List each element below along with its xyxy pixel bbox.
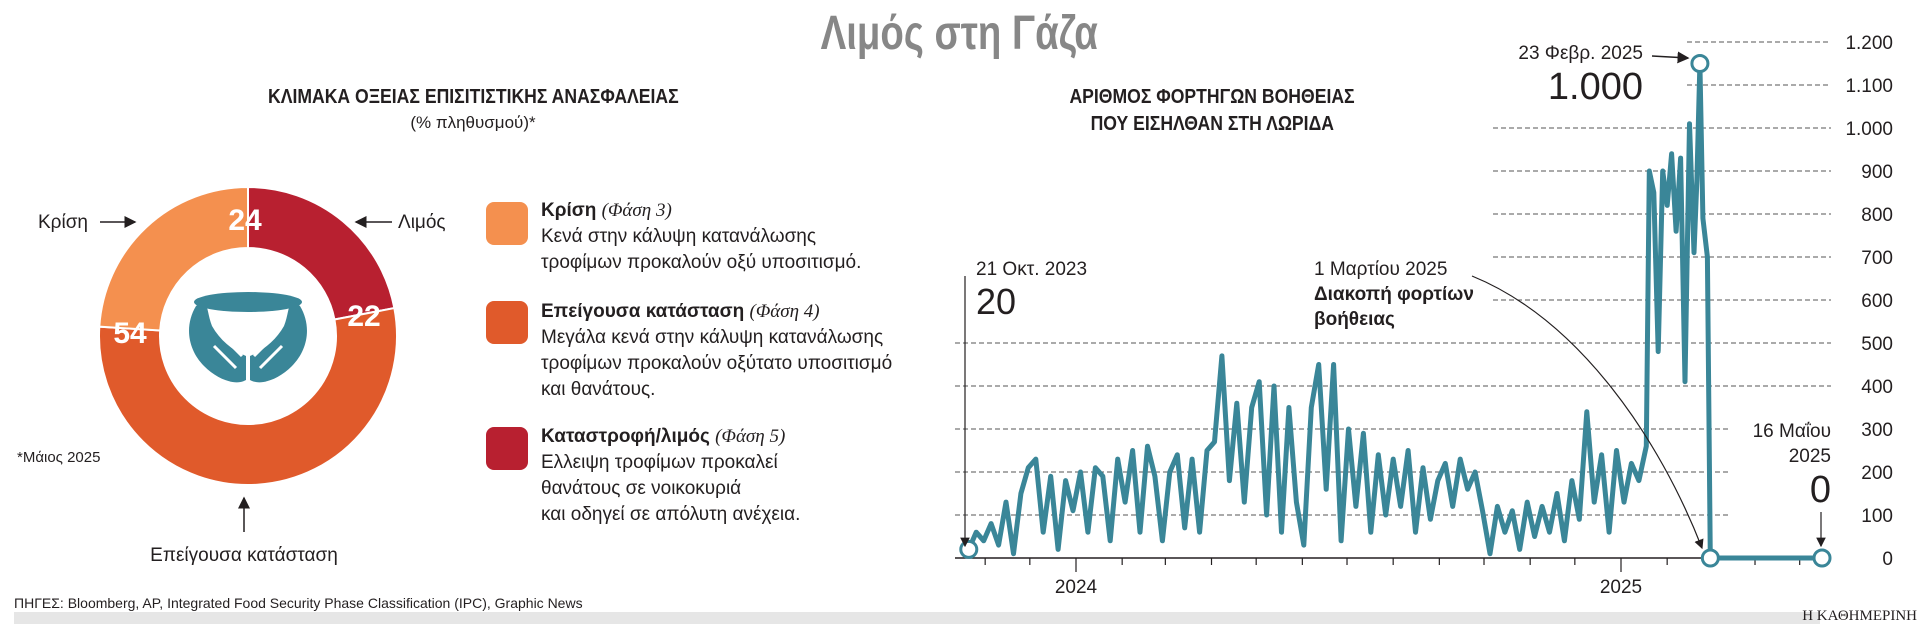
y-tick-label: 0 [1882, 549, 1893, 570]
donut-heading: ΚΛΙΜΑΚΑ ΟΞΕΙΑΣ ΕΠΙΣΙΤΙΣΤΙΚΗΣ ΑΝΑΣΦΑΛΕΙΑΣ [267, 86, 679, 108]
legend-item-crisis: Κρίση (Φάση 3) Κενά στην κάλυψη κατανάλω… [541, 200, 862, 273]
x-tick-label: 2024 [1055, 577, 1098, 598]
x-axis: 2024 2025 [955, 557, 1830, 598]
legend-swatch-crisis [486, 202, 528, 245]
y-tick-label: 900 [1861, 162, 1893, 183]
annotation-end-value: 0 [1810, 469, 1831, 511]
y-tick-label: 200 [1861, 463, 1893, 484]
y-tick-label: 1.100 [1845, 76, 1893, 97]
legend-swatch-famine [486, 427, 528, 470]
chart-heading-line2: ΠΟΥ ΕΙΣΗΛΘΑΝ ΣΤΗ ΛΩΡΙΔΑ [1090, 113, 1334, 135]
series-line [966, 61, 1822, 561]
annotation-end-year: 2025 [1789, 446, 1831, 467]
annotation-peak-date: 23 Φεβρ. 2025 [1518, 43, 1643, 64]
callout-crisis: Κρίση [38, 212, 88, 233]
y-tick-label: 1.200 [1845, 33, 1893, 54]
series-marker [1700, 548, 1720, 568]
series-marker [1812, 548, 1832, 568]
annotation-stop-text1: Διακοπή φορτίων [1314, 284, 1474, 305]
donut-label: 54 [113, 317, 147, 350]
series-marker [959, 539, 979, 559]
donut-slice-2 [98, 306, 398, 486]
annotation-stop-arrow [1471, 275, 1704, 550]
annotation-end-date: 16 Μαΐου [1753, 421, 1831, 442]
annotation-stop-text2: βοήθειας [1314, 309, 1395, 330]
y-tick-label: 100 [1861, 506, 1893, 527]
legend-item-famine: Καταστροφή/λιμός (Φάση 5) Ελλειψη τροφίμ… [541, 426, 801, 525]
footnote: *Μάιος 2025 [17, 449, 101, 466]
annotation-peak-value: 1.000 [1548, 66, 1643, 108]
y-tick-label: 600 [1861, 291, 1893, 312]
annotation-start-value: 20 [976, 281, 1016, 322]
footer-bar [14, 612, 1820, 624]
callout-famine: Λιμός [398, 212, 446, 233]
callout-emergency: Επείγουσα κατάσταση [150, 545, 338, 566]
y-tick-label: 300 [1861, 420, 1893, 441]
x-tick-label: 2025 [1600, 577, 1642, 598]
brand-logo: Η ΚΑΘΗΜΕΡΙΝΗ [1802, 608, 1917, 624]
annotation-stop-date: 1 Μαρτίου 2025 [1314, 259, 1447, 280]
annotation-peak-arrow [1651, 51, 1690, 64]
page-title: Λιμός στη Γάζα [820, 7, 1099, 60]
series-marker [1690, 54, 1710, 73]
donut-subheading: (% πληθυσμού)* [410, 113, 536, 132]
y-tick-label: 800 [1861, 205, 1893, 226]
y-tick-label: 400 [1861, 377, 1893, 398]
donut-chart: 22 54 24 [98, 185, 398, 486]
chart-heading-line1: ΑΡΙΘΜΟΣ ΦΟΡΤΗΓΩΝ ΒΟΗΘΕΙΑΣ [1069, 86, 1355, 108]
y-tick-label: 1.000 [1845, 119, 1893, 140]
donut-slice-1 [247, 185, 396, 321]
y-tick-label: 500 [1861, 334, 1893, 355]
donut-label: 22 [347, 300, 380, 333]
sources: ΠΗΓΕΣ: Bloomberg, AP, Integrated Food Se… [14, 595, 583, 611]
y-axis-labels: 0 100 200 300 400 500 600 700 800 900 1.000 1.100 1.… [1845, 33, 1893, 570]
hands-holding-empty-bowl-icon [189, 292, 307, 383]
donut-slice-3 [98, 185, 249, 332]
legend-item-emergency: Επείγουσα κατάσταση (Φάση 4) Μεγάλα κενά… [541, 301, 893, 400]
legend-swatch-emergency [486, 301, 528, 344]
donut-label: 24 [228, 204, 262, 237]
y-tick-label: 700 [1861, 248, 1893, 269]
annotation-start-date: 21 Οκτ. 2023 [976, 259, 1087, 280]
